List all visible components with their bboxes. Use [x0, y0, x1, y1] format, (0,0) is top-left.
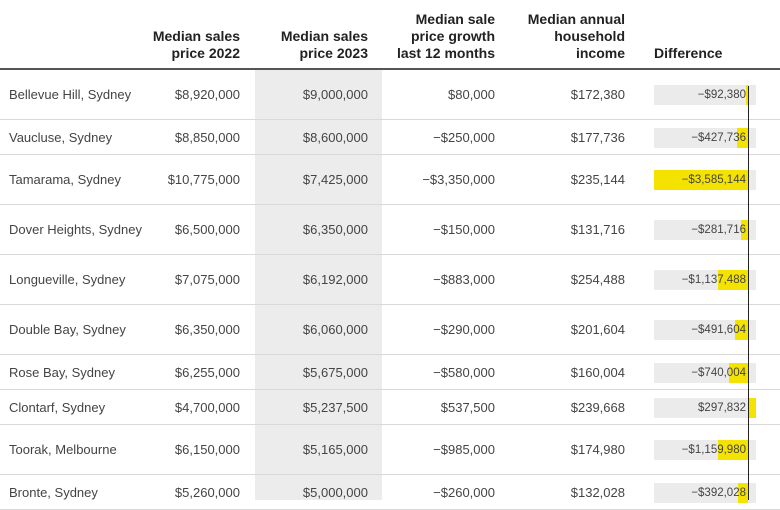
- header-price-2022[interactable]: Median sales price 2022: [152, 28, 240, 61]
- income-cell: $201,604: [570, 322, 625, 337]
- difference-bar-track: −$740,004: [654, 362, 756, 383]
- growth-cell: $80,000: [448, 87, 495, 102]
- difference-bar-track: $297,832: [654, 397, 756, 418]
- income-cell: $132,028: [570, 484, 625, 500]
- price-2023-cell: $6,060,000: [302, 322, 368, 337]
- difference-bar: [737, 482, 748, 503]
- table-row: Vaucluse, Sydney $8,850,000 $8,600,000 −$25…: [0, 120, 780, 155]
- growth-cell: −$580,000: [433, 364, 495, 380]
- price-2022-cell: $8,850,000: [174, 129, 240, 145]
- price-2022-cell: $5,260,000: [174, 484, 240, 500]
- income-cell: $235,144: [570, 172, 625, 187]
- price-2023-cell: $7,425,000: [302, 172, 368, 187]
- difference-bar: [654, 170, 748, 190]
- difference-bar: [748, 397, 756, 418]
- table-row: Toorak, Melbourne $6,150,000 $5,165,000 −$9…: [0, 425, 780, 475]
- difference-value: −$392,028: [691, 486, 746, 499]
- difference-bar: [740, 220, 748, 240]
- difference-value: −$3,585,144: [681, 174, 746, 186]
- difference-bar-track: −$281,716: [654, 220, 756, 240]
- highlighted-column-2023: [255, 68, 382, 500]
- price-2023-cell: $8,600,000: [302, 129, 368, 145]
- income-cell: $239,668: [570, 399, 625, 415]
- income-cell: $177,736: [570, 129, 625, 145]
- price-2023-cell: $5,000,000: [302, 484, 368, 500]
- difference-bar-track: −$427,736: [654, 127, 756, 148]
- income-cell: $172,380: [570, 87, 625, 102]
- growth-cell: −$3,350,000: [422, 172, 495, 187]
- suburb-name: Bronte, Sydney: [9, 484, 98, 500]
- suburb-name: Bellevue Hill, Sydney: [9, 87, 132, 102]
- difference-bar: [736, 127, 748, 148]
- growth-cell: $537,500: [440, 399, 495, 415]
- difference-bar-track: −$392,028: [654, 482, 756, 503]
- price-2023-cell: $9,000,000: [302, 87, 368, 102]
- difference-bar-track: −$1,159,980: [654, 440, 756, 460]
- suburb-name: Tamarama, Sydney: [9, 172, 121, 187]
- table-body: Bellevue Hill, Sydney $8,920,000 $9,000,00…: [0, 70, 780, 510]
- price-2023-cell: $5,675,000: [302, 364, 368, 380]
- price-2023-cell: $5,237,500: [302, 399, 368, 415]
- table-row: Bronte, Sydney $5,260,000 $5,000,000 −$260,…: [0, 475, 780, 510]
- table-row: Longueville, Sydney $7,075,000 $6,192,000 −…: [0, 255, 780, 305]
- difference-bar-track: −$92,380: [654, 85, 756, 105]
- difference-bar-track: −$3,585,144: [654, 170, 756, 190]
- growth-cell: −$290,000: [433, 322, 495, 337]
- table-row: Rose Bay, Sydney $6,255,000 $5,675,000 −$58…: [0, 355, 780, 390]
- price-2022-cell: $6,255,000: [174, 364, 240, 380]
- growth-cell: −$150,000: [433, 222, 495, 237]
- growth-cell: −$985,000: [433, 442, 495, 457]
- header-price-2023[interactable]: Median sales price 2023: [280, 28, 368, 61]
- difference-bar-track: −$491,604: [654, 320, 756, 340]
- suburb-name: Vaucluse, Sydney: [9, 129, 113, 145]
- price-2023-cell: $6,192,000: [302, 272, 368, 287]
- price-2022-cell: $7,075,000: [174, 272, 240, 287]
- table-row: Bellevue Hill, Sydney $8,920,000 $9,000,00…: [0, 70, 780, 120]
- price-2022-cell: $6,350,000: [174, 322, 240, 337]
- suburb-name: Double Bay, Sydney: [9, 322, 126, 337]
- difference-bar: [745, 85, 748, 105]
- suburb-name: Dover Heights, Sydney: [9, 222, 142, 237]
- difference-value: $297,832: [698, 401, 746, 414]
- price-2023-cell: $5,165,000: [302, 442, 368, 457]
- difference-value: −$491,604: [691, 324, 746, 336]
- difference-bar: [728, 362, 748, 383]
- difference-value: −$1,137,488: [681, 274, 746, 286]
- difference-bar-track: −$1,137,488: [654, 270, 756, 290]
- difference-zero-line: [748, 86, 749, 500]
- table-row: Double Bay, Sydney $6,350,000 $6,060,000 −$…: [0, 305, 780, 355]
- suburb-name: Longueville, Sydney: [9, 272, 126, 287]
- difference-value: −$427,736: [691, 131, 746, 144]
- difference-value: −$1,159,980: [681, 444, 746, 456]
- difference-bar: [717, 440, 748, 460]
- price-2022-cell: $4,700,000: [174, 399, 240, 415]
- price-2023-cell: $6,350,000: [302, 222, 368, 237]
- table-row: Tamarama, Sydney $10,775,000 $7,425,000 −$3…: [0, 155, 780, 205]
- header-divider: [0, 68, 780, 70]
- table-row: Clontarf, Sydney $4,700,000 $5,237,500 $537…: [0, 390, 780, 425]
- price-2022-cell: $8,920,000: [174, 87, 240, 102]
- suburb-name: Rose Bay, Sydney: [9, 364, 115, 380]
- growth-cell: −$260,000: [433, 484, 495, 500]
- price-2022-cell: $6,500,000: [174, 222, 240, 237]
- difference-value: −$281,716: [691, 224, 746, 236]
- table-row: Dover Heights, Sydney $6,500,000 $6,350,00…: [0, 205, 780, 255]
- suburb-name: Toorak, Melbourne: [9, 442, 117, 457]
- income-cell: $254,488: [570, 272, 625, 287]
- growth-cell: −$883,000: [433, 272, 495, 287]
- income-cell: $174,980: [570, 442, 625, 457]
- income-cell: $131,716: [570, 222, 625, 237]
- income-cell: $160,004: [570, 364, 625, 380]
- header-income[interactable]: Median annual household income: [527, 11, 625, 61]
- header-growth[interactable]: Median sale price growth last 12 months: [396, 11, 495, 61]
- difference-bar: [718, 270, 748, 290]
- growth-cell: −$250,000: [433, 129, 495, 145]
- difference-bar: [735, 320, 748, 340]
- price-2022-cell: $10,775,000: [167, 172, 240, 187]
- difference-value: −$740,004: [691, 366, 746, 379]
- header-difference[interactable]: Difference: [654, 45, 723, 61]
- suburb-name: Clontarf, Sydney: [9, 399, 106, 415]
- difference-value: −$92,380: [697, 89, 746, 101]
- price-2022-cell: $6,150,000: [174, 442, 240, 457]
